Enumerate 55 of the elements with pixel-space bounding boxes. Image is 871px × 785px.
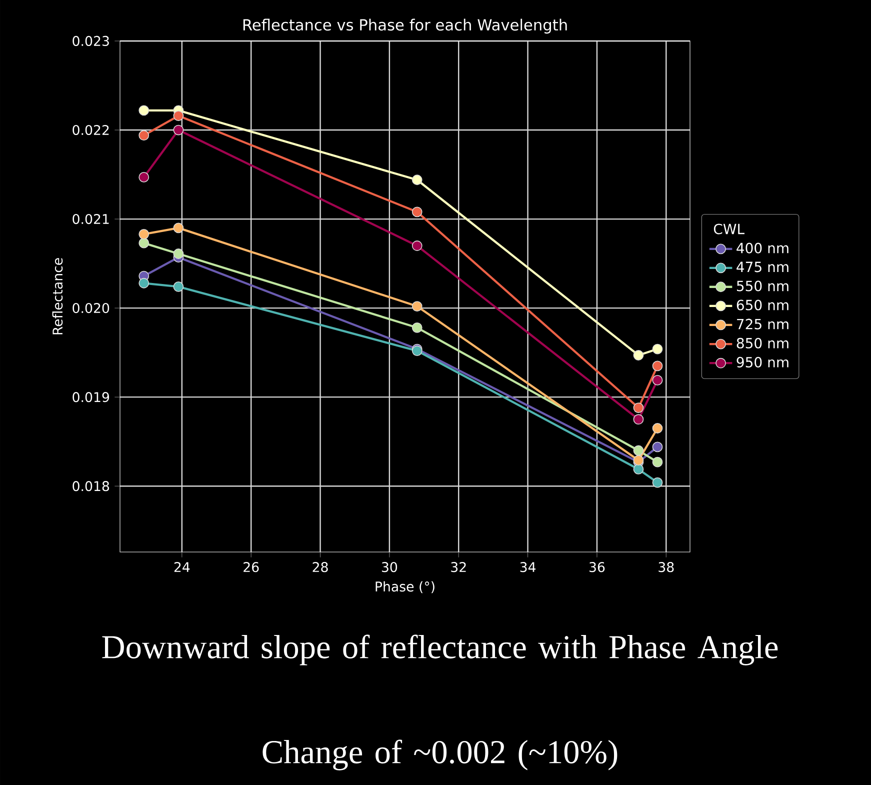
legend-label: 725 nm — [737, 318, 788, 330]
x-tick-label: 26 — [244, 562, 259, 572]
legend-label: 550 nm — [736, 280, 788, 292]
legend-label: 850 nm — [736, 338, 788, 348]
x-tick-label: 28 — [312, 562, 328, 572]
point — [633, 414, 644, 425]
point — [652, 344, 663, 354]
point — [412, 174, 422, 186]
point — [652, 374, 663, 386]
x-tick-label: 24 — [174, 562, 190, 572]
y-tick-label: 0.018 — [72, 481, 110, 492]
text: Change of ~0.002 (~10%) — [262, 740, 618, 770]
point — [633, 350, 644, 360]
point — [138, 238, 150, 248]
legend-label: 650 nm — [736, 300, 788, 310]
point — [173, 110, 184, 121]
point — [138, 278, 150, 288]
x-tick-label: 30 — [382, 562, 398, 572]
y-axis-title: Reflectance — [52, 258, 63, 334]
point — [412, 206, 422, 218]
legend-label: 400 nm — [736, 242, 788, 254]
point — [138, 130, 150, 141]
x-tick-label: 38 — [658, 562, 674, 572]
point — [652, 442, 663, 452]
point — [633, 445, 644, 456]
point — [173, 281, 184, 292]
point — [138, 228, 150, 240]
point — [652, 423, 663, 434]
point — [652, 456, 663, 468]
point — [652, 477, 663, 488]
point — [633, 402, 644, 413]
y-tick-label: 0.021 — [72, 214, 109, 224]
y-tick-label: 0.019 — [72, 392, 110, 402]
y-tick-label: 0.022 — [72, 124, 109, 136]
y-tick-label: 0.020 — [72, 303, 110, 314]
x-tick-label: 32 — [451, 562, 466, 572]
x-axis-title: Phase (°) — [376, 581, 434, 594]
point — [138, 105, 150, 116]
legend-title: CWL — [714, 224, 744, 234]
chart-title: Reflectance vs Phase for each Wavelength — [243, 18, 567, 34]
point — [412, 240, 422, 251]
legend-label: 475 nm — [736, 262, 788, 272]
point — [173, 222, 184, 234]
x-tick-label: 34 — [520, 562, 536, 572]
point — [633, 464, 644, 474]
point — [412, 301, 422, 312]
point — [652, 360, 663, 372]
text: Downward slope of reflectance with Phase Angle — [102, 634, 778, 666]
y-tick-label: 0.023 — [72, 36, 109, 46]
point — [173, 248, 184, 259]
point — [138, 172, 150, 182]
legend-label: 950 nm — [736, 356, 788, 368]
x-tick-label: 36 — [590, 562, 605, 572]
point — [173, 124, 184, 136]
point — [412, 322, 422, 333]
